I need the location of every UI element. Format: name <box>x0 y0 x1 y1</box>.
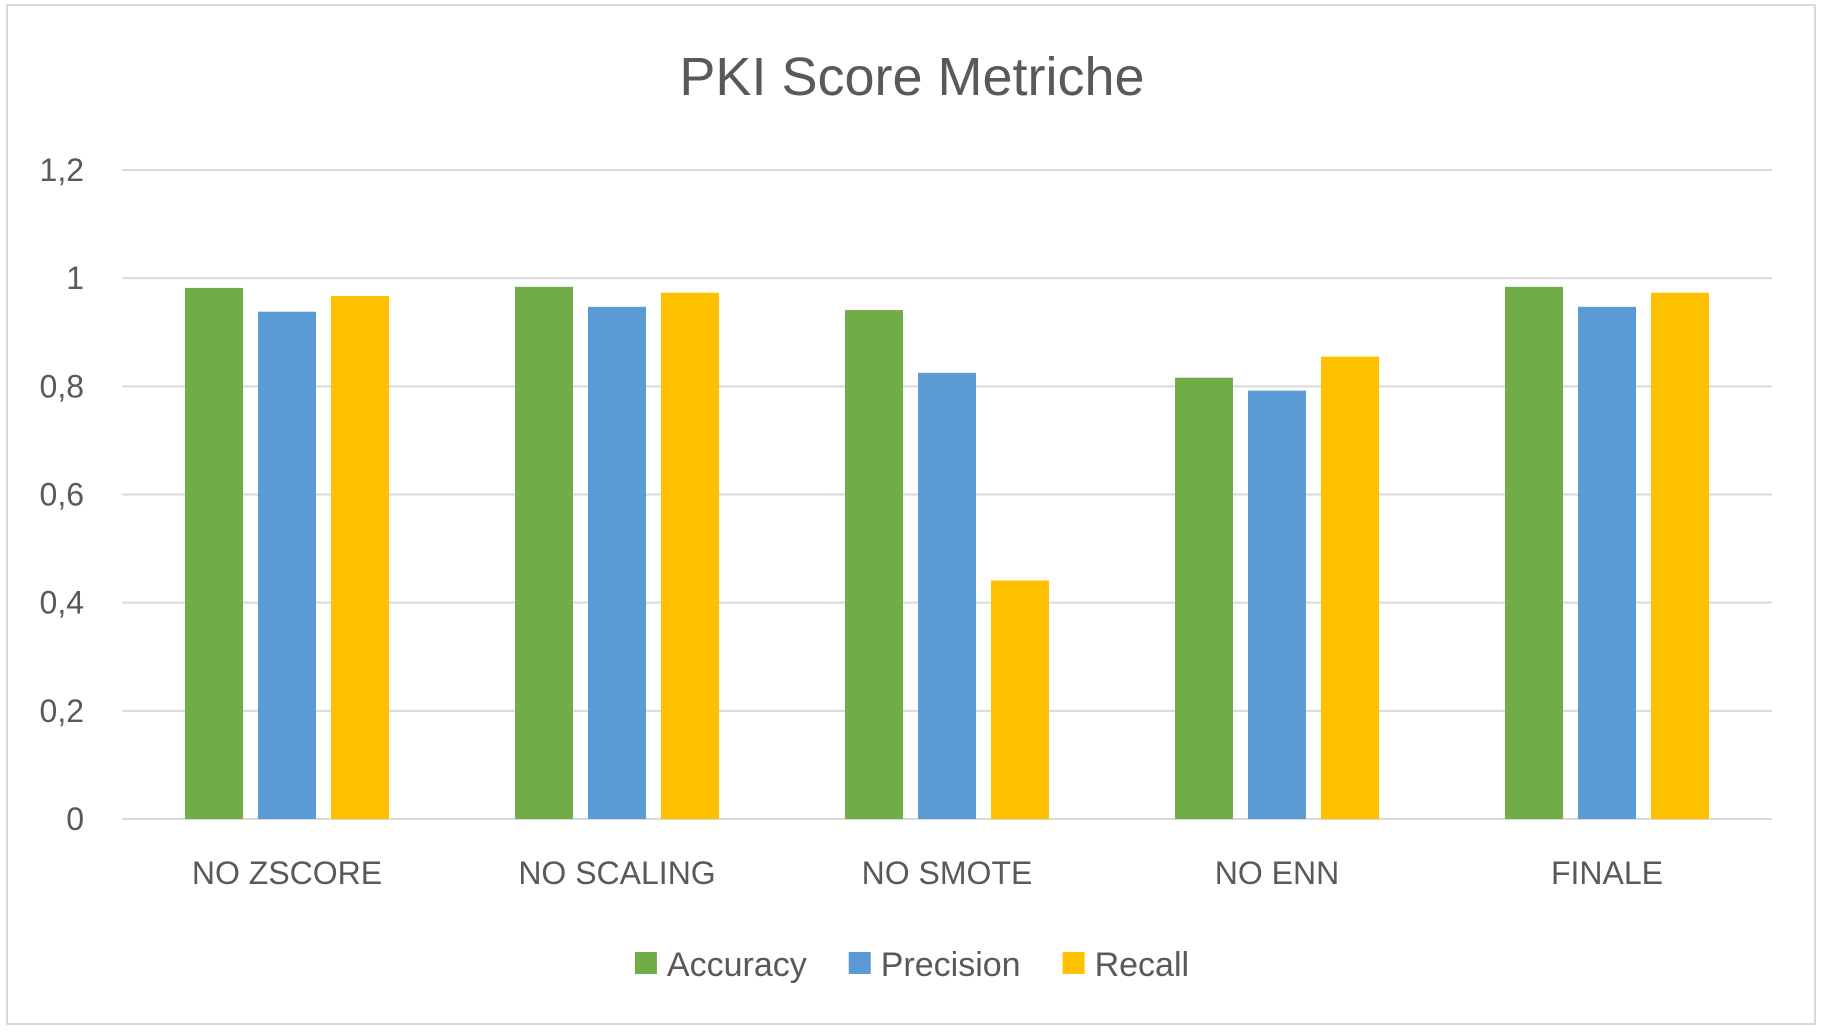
chart-title: PKI Score Metriche <box>679 47 1144 107</box>
legend-swatch-accuracy <box>634 952 657 974</box>
bar-precision <box>1578 306 1636 820</box>
legend-label-recall: Recall <box>1095 946 1189 984</box>
bar-recall <box>661 292 719 819</box>
x-axis-ticks: NO ZSCORE NO SCALING NO SMOTE NO ENN FINALE <box>192 855 1663 891</box>
bar-accuracy <box>515 286 573 819</box>
bar-accuracy <box>845 310 903 819</box>
bar-recall <box>1651 292 1709 819</box>
y-tick-label: 1,2 <box>40 152 84 188</box>
x-tick-label: NO ENN <box>1215 855 1339 891</box>
bar-recall <box>1321 356 1379 819</box>
bar-precision <box>918 372 976 819</box>
legend-label-precision: Precision <box>881 946 1021 984</box>
bar-recall <box>991 580 1049 819</box>
y-tick-label: 0,2 <box>40 693 84 729</box>
bar-accuracy <box>1505 286 1563 819</box>
legend-label-accuracy: Accuracy <box>667 946 807 984</box>
legend-swatch-recall <box>1062 952 1085 974</box>
y-tick-label: 0,4 <box>40 585 84 621</box>
x-tick-label: FINALE <box>1551 855 1663 891</box>
bar-precision <box>258 311 316 819</box>
y-tick-label: 0,8 <box>40 368 84 404</box>
bar-recall <box>331 296 389 819</box>
bar-accuracy <box>185 287 243 819</box>
x-tick-label: NO SMOTE <box>862 855 1033 891</box>
bar-precision <box>1248 390 1306 819</box>
legend: Accuracy Precision Recall <box>634 946 1189 984</box>
legend-swatch-precision <box>848 952 871 974</box>
x-tick-label: NO ZSCORE <box>192 855 382 891</box>
x-tick-label: NO SCALING <box>518 855 715 891</box>
bar-accuracy <box>1175 377 1233 819</box>
y-tick-label: 1 <box>66 260 84 296</box>
bar-precision <box>588 306 646 820</box>
y-tick-label: 0,6 <box>40 477 84 513</box>
bars <box>185 286 1709 820</box>
y-tick-label: 0 <box>66 801 84 837</box>
y-axis-ticks: 0 0,2 0,4 0,6 0,8 1 1,2 <box>40 152 84 837</box>
